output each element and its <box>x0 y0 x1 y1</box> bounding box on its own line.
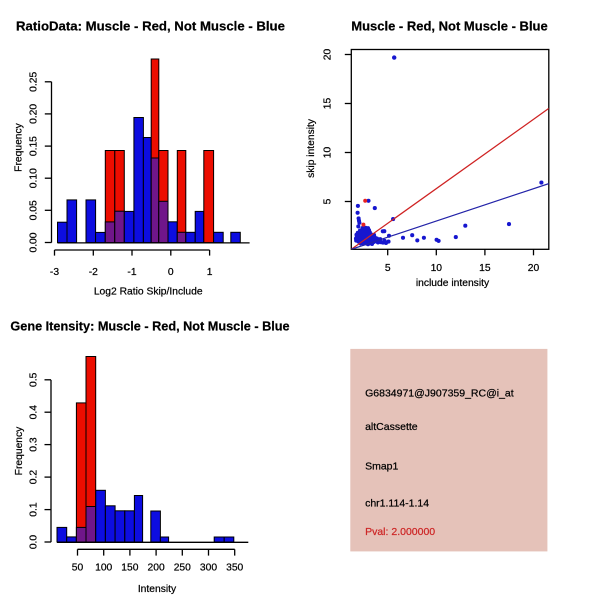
svg-text:Muscle - Red, Not Muscle - Blu: Muscle - Red, Not Muscle - Blue <box>351 19 547 34</box>
svg-text:0.4: 0.4 <box>29 405 40 420</box>
svg-text:0.3: 0.3 <box>29 437 40 452</box>
svg-text:0.15: 0.15 <box>29 136 40 156</box>
svg-text:0.20: 0.20 <box>29 104 40 124</box>
svg-text:0.05: 0.05 <box>29 200 40 220</box>
svg-text:0: 0 <box>168 267 174 278</box>
svg-text:1: 1 <box>207 267 213 278</box>
svg-text:20: 20 <box>528 263 540 274</box>
svg-text:5: 5 <box>323 198 334 204</box>
svg-text:10: 10 <box>431 263 443 274</box>
svg-text:0.5: 0.5 <box>29 372 40 387</box>
svg-text:200: 200 <box>148 563 165 574</box>
svg-text:Smap1: Smap1 <box>365 461 398 473</box>
svg-text:0.0: 0.0 <box>29 535 40 550</box>
svg-text:5: 5 <box>385 263 391 274</box>
svg-text:0.10: 0.10 <box>29 168 40 188</box>
svg-text:15: 15 <box>323 98 334 110</box>
svg-text:Intensity: Intensity <box>138 584 177 595</box>
svg-text:chr1.114-1.14: chr1.114-1.14 <box>365 497 429 509</box>
svg-text:150: 150 <box>121 563 138 574</box>
svg-text:RatioData: Muscle - Red, Not M: RatioData: Muscle - Red, Not Muscle - Bl… <box>16 19 285 34</box>
svg-text:0.00: 0.00 <box>29 232 40 252</box>
svg-text:0.25: 0.25 <box>29 72 40 92</box>
svg-text:-2: -2 <box>89 267 98 278</box>
svg-text:Frequency: Frequency <box>14 426 25 476</box>
svg-text:15: 15 <box>479 263 491 274</box>
svg-text:skip intensity: skip intensity <box>306 118 317 178</box>
svg-text:altCassette: altCassette <box>365 421 418 433</box>
svg-text:100: 100 <box>95 563 112 574</box>
svg-text:20: 20 <box>323 49 334 61</box>
svg-text:300: 300 <box>200 563 217 574</box>
svg-text:-1: -1 <box>127 267 136 278</box>
svg-text:0.2: 0.2 <box>29 470 40 485</box>
svg-text:G6834971@J907359_RC@i_at: G6834971@J907359_RC@i_at <box>365 388 514 400</box>
svg-text:Log2 Ratio Skip/Include: Log2 Ratio Skip/Include <box>94 287 203 298</box>
svg-text:include intensity: include intensity <box>416 278 490 289</box>
svg-text:350: 350 <box>226 563 243 574</box>
svg-text:250: 250 <box>174 563 191 574</box>
svg-text:-3: -3 <box>50 267 59 278</box>
svg-text:Pval: 2.000000: Pval: 2.000000 <box>365 526 435 538</box>
svg-text:50: 50 <box>72 563 84 574</box>
svg-text:Gene Itensity: Muscle - Red, N: Gene Itensity: Muscle - Red, Not Muscle … <box>10 319 289 333</box>
svg-text:0.1: 0.1 <box>29 502 40 517</box>
svg-text:10: 10 <box>323 147 334 159</box>
svg-text:Frequency: Frequency <box>14 122 25 172</box>
